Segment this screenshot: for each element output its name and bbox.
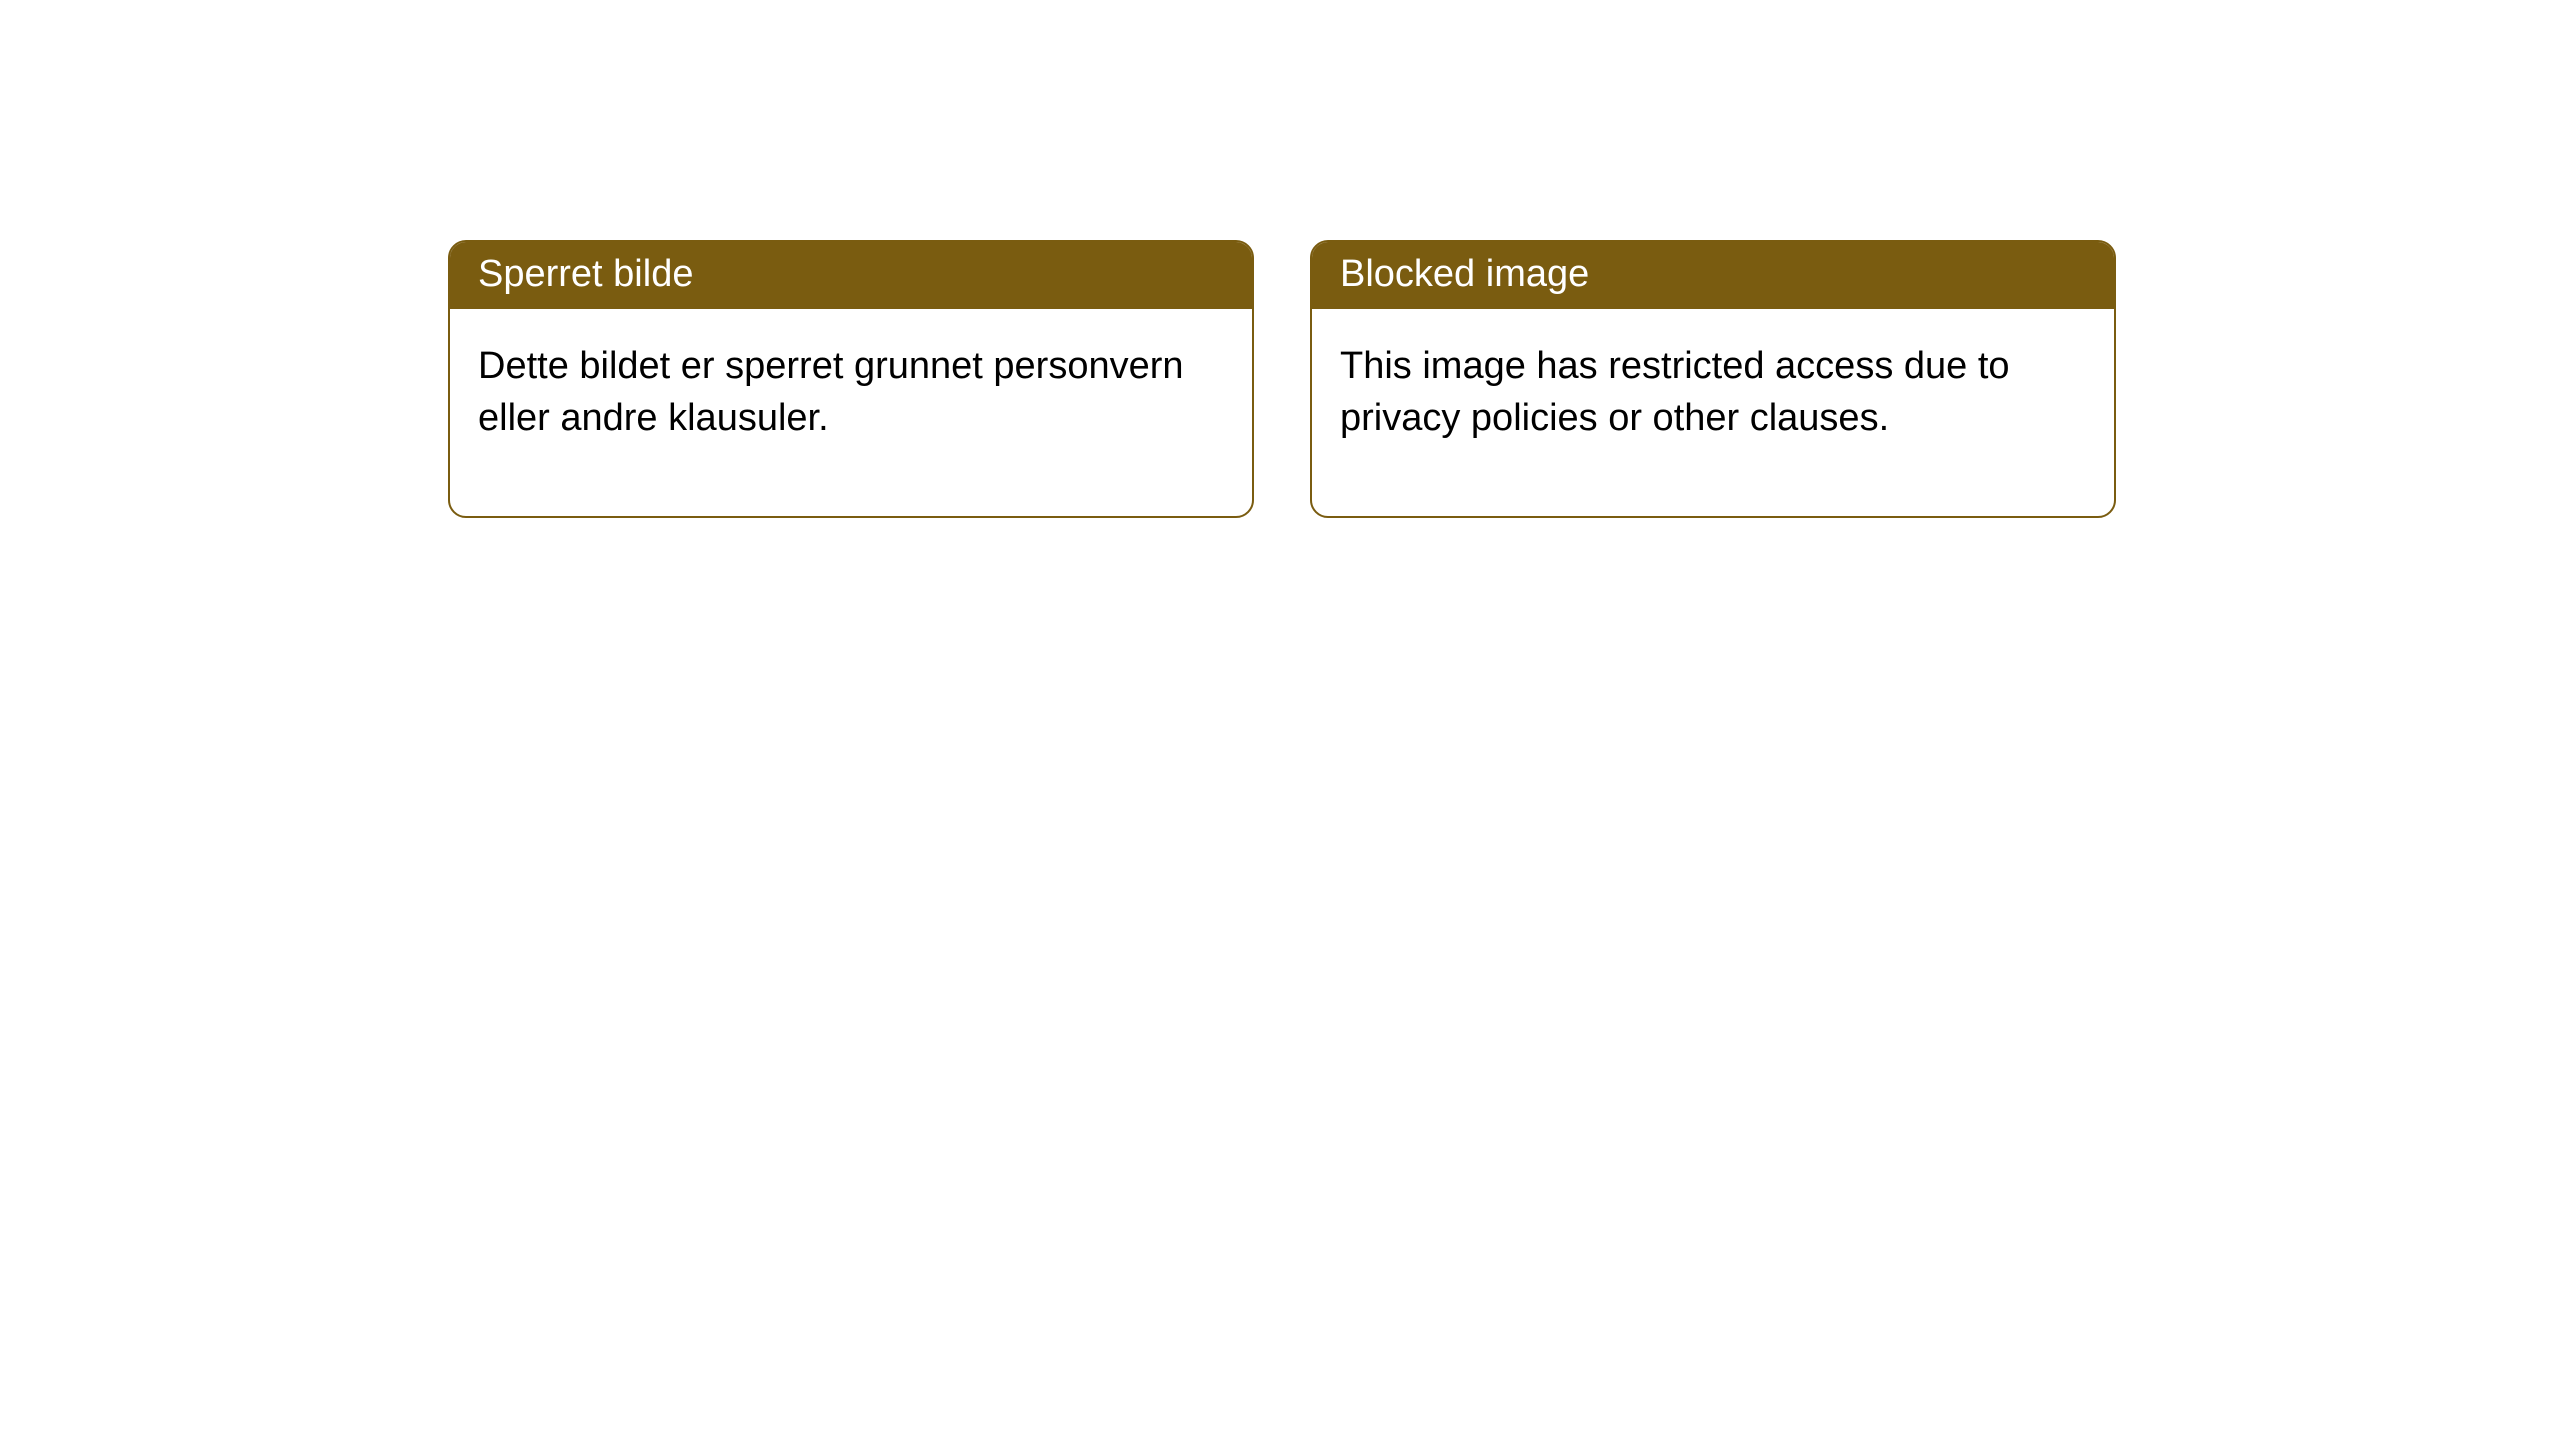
notice-title: Blocked image	[1340, 253, 1589, 295]
notice-body-text: Dette bildet er sperret grunnet personve…	[478, 345, 1184, 438]
notice-title: Sperret bilde	[478, 253, 693, 295]
notice-header: Blocked image	[1312, 242, 2114, 309]
notice-body: This image has restricted access due to …	[1312, 309, 2114, 516]
notice-container: Sperret bilde Dette bildet er sperret gr…	[0, 0, 2560, 518]
notice-header: Sperret bilde	[450, 242, 1252, 309]
notice-body: Dette bildet er sperret grunnet personve…	[450, 309, 1252, 516]
notice-card-english: Blocked image This image has restricted …	[1310, 240, 2116, 518]
notice-card-norwegian: Sperret bilde Dette bildet er sperret gr…	[448, 240, 1254, 518]
notice-body-text: This image has restricted access due to …	[1340, 345, 2010, 438]
